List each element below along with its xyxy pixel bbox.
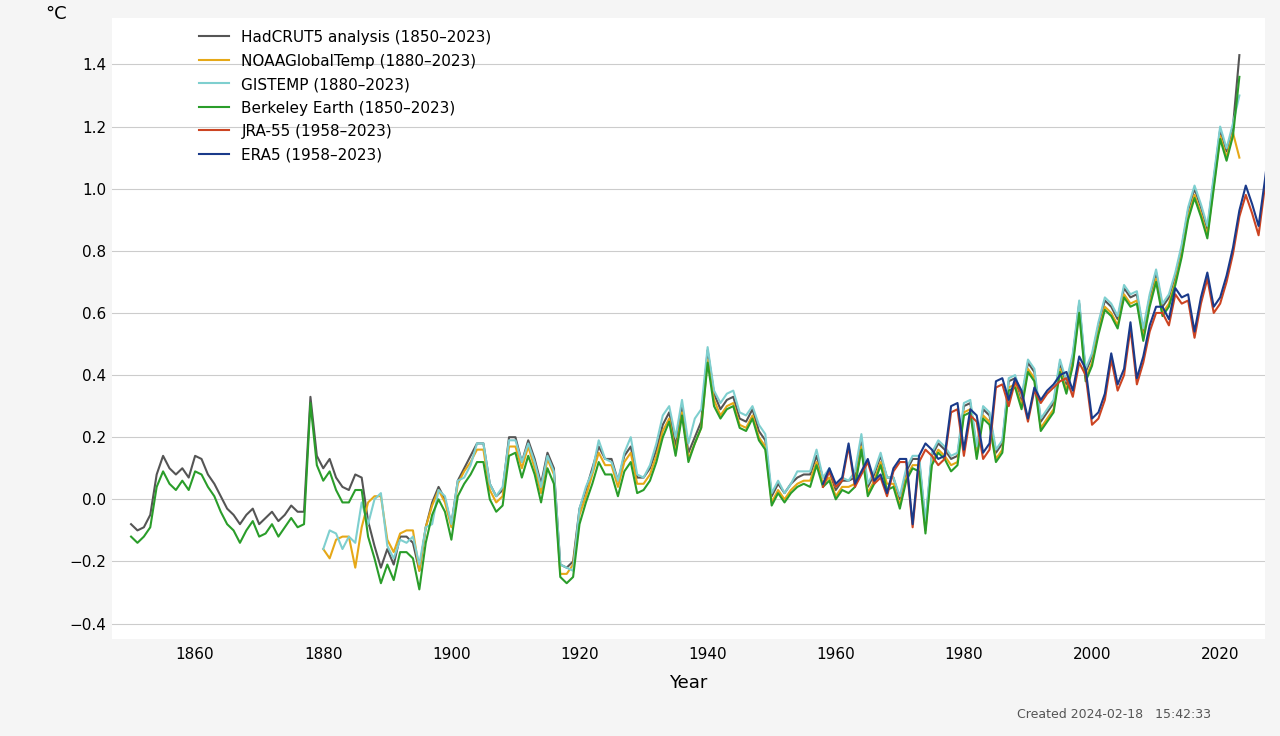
HadCRUT5 analysis (1850–2023): [123, 520, 138, 528]
Berkeley Earth (1850–2023): [123, 532, 138, 541]
ERA5 (1958–2023): [815, 479, 831, 488]
NOAAGlobalTemp (1880–2023): [553, 570, 568, 578]
NOAAGlobalTemp (1880–2023): [316, 545, 332, 553]
GISTEMP (1880–2023): [1059, 377, 1074, 386]
Berkeley Earth (1850–2023): [1231, 72, 1247, 81]
HadCRUT5 analysis (1850–2023): [168, 470, 183, 479]
Line: GISTEMP (1880–2023): GISTEMP (1880–2023): [324, 96, 1239, 571]
NOAAGlobalTemp (1880–2023): [1059, 386, 1074, 395]
HadCRUT5 analysis (1850–2023): [950, 451, 965, 460]
ERA5 (1958–2023): [1244, 199, 1260, 208]
HadCRUT5 analysis (1850–2023): [860, 483, 876, 492]
NOAAGlobalTemp (1880–2023): [604, 461, 620, 470]
HadCRUT5 analysis (1850–2023): [412, 567, 428, 576]
JRA-55 (1958–2023): [1078, 371, 1093, 380]
Line: NOAAGlobalTemp (1880–2023): NOAAGlobalTemp (1880–2023): [324, 132, 1239, 574]
NOAAGlobalTemp (1880–2023): [1225, 128, 1240, 137]
GISTEMP (1880–2023): [975, 402, 991, 411]
Berkeley Earth (1850–2023): [950, 461, 965, 470]
GISTEMP (1880–2023): [451, 476, 466, 485]
HadCRUT5 analysis (1850–2023): [726, 392, 741, 401]
JRA-55 (1958–2023): [924, 451, 940, 460]
Line: HadCRUT5 analysis (1850–2023): HadCRUT5 analysis (1850–2023): [131, 55, 1239, 571]
JRA-55 (1958–2023): [1084, 420, 1100, 429]
ERA5 (1958–2023): [905, 520, 920, 528]
JRA-55 (1958–2023): [905, 523, 920, 531]
NOAAGlobalTemp (1880–2023): [1231, 153, 1247, 162]
JRA-55 (1958–2023): [1244, 209, 1260, 218]
NOAAGlobalTemp (1880–2023): [975, 411, 991, 420]
Berkeley Earth (1850–2023): [412, 585, 428, 594]
ERA5 (1958–2023): [975, 448, 991, 457]
ERA5 (1958–2023): [1078, 364, 1093, 373]
GISTEMP (1880–2023): [566, 567, 581, 576]
HadCRUT5 analysis (1850–2023): [238, 511, 253, 520]
JRA-55 (1958–2023): [918, 445, 933, 454]
ERA5 (1958–2023): [1084, 414, 1100, 423]
Line: JRA-55 (1958–2023): JRA-55 (1958–2023): [823, 49, 1280, 527]
Berkeley Earth (1850–2023): [238, 526, 253, 535]
Berkeley Earth (1850–2023): [168, 486, 183, 495]
GISTEMP (1880–2023): [1071, 296, 1087, 305]
Berkeley Earth (1850–2023): [860, 492, 876, 500]
JRA-55 (1958–2023): [815, 483, 831, 492]
Berkeley Earth (1850–2023): [136, 532, 151, 541]
NOAAGlobalTemp (1880–2023): [1071, 305, 1087, 314]
GISTEMP (1880–2023): [1231, 91, 1247, 100]
Y-axis label: °C: °C: [46, 5, 68, 24]
GISTEMP (1880–2023): [380, 542, 396, 551]
GISTEMP (1880–2023): [604, 458, 620, 467]
NOAAGlobalTemp (1880–2023): [451, 479, 466, 488]
Berkeley Earth (1850–2023): [726, 402, 741, 411]
Line: Berkeley Earth (1850–2023): Berkeley Earth (1850–2023): [131, 77, 1239, 590]
ERA5 (1958–2023): [918, 439, 933, 447]
Legend: HadCRUT5 analysis (1850–2023), NOAAGlobalTemp (1880–2023), GISTEMP (1880–2023), : HadCRUT5 analysis (1850–2023), NOAAGloba…: [192, 24, 498, 169]
GISTEMP (1880–2023): [316, 545, 332, 553]
Line: ERA5 (1958–2023): ERA5 (1958–2023): [823, 46, 1280, 524]
NOAAGlobalTemp (1880–2023): [380, 535, 396, 544]
X-axis label: Year: Year: [669, 673, 708, 692]
Text: Created 2024-02-18   15:42:33: Created 2024-02-18 15:42:33: [1016, 707, 1211, 721]
ERA5 (1958–2023): [924, 445, 940, 454]
HadCRUT5 analysis (1850–2023): [136, 523, 151, 531]
JRA-55 (1958–2023): [975, 455, 991, 464]
HadCRUT5 analysis (1850–2023): [1231, 51, 1247, 60]
